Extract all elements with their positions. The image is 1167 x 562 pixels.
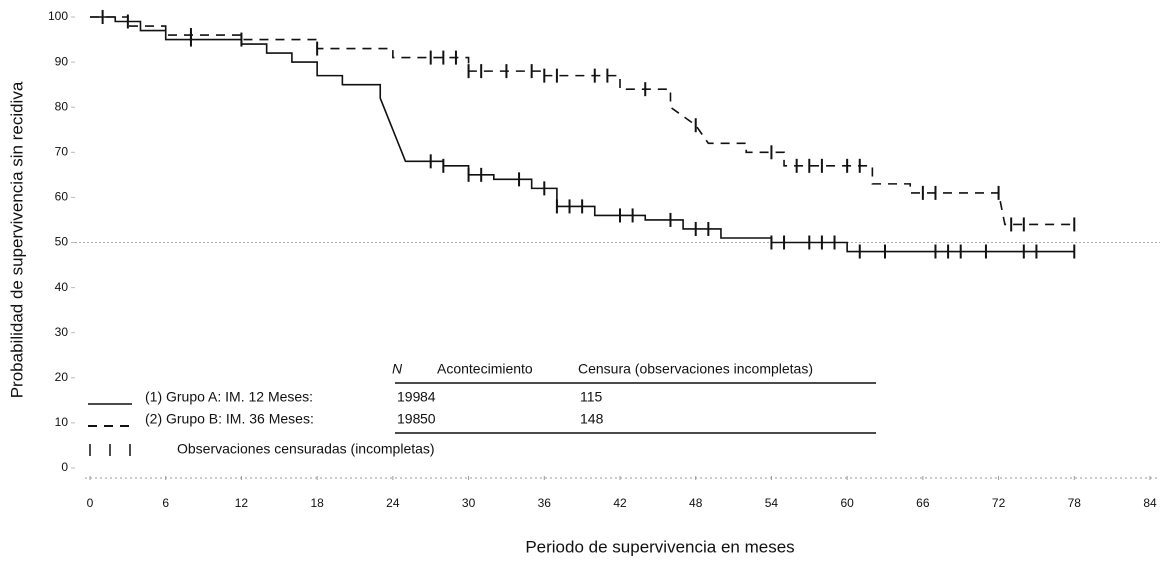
legend-header: Censura (observaciones incompletas) (578, 361, 813, 377)
x-tick-label: 78 (1068, 496, 1082, 510)
y-tick-label: 60 (55, 190, 69, 204)
x-tick-label: 12 (235, 496, 249, 510)
legend-label: Observaciones censuradas (incompletas) (177, 441, 435, 457)
survival-line (90, 16, 1075, 226)
y-tick-label: 70 (55, 144, 69, 158)
x-tick-label: 6 (162, 496, 169, 510)
x-tick-label: 66 (916, 496, 930, 510)
x-tick-label: 54 (765, 496, 779, 510)
x-tick-label: 42 (613, 496, 627, 510)
legend-cell: 198 (397, 411, 421, 427)
legend-label: (2) Grupo B: IM. 36 Meses: (145, 411, 314, 427)
legend-cell: 148 (580, 411, 604, 427)
legend-label: (1) Grupo A: IM. 12 Meses: (145, 389, 313, 405)
legend-censor-swatch (89, 444, 131, 456)
y-tick-label: 10 (55, 415, 69, 429)
y-tick-label: 30 (55, 325, 69, 339)
legend-cell: 84 (420, 389, 436, 405)
y-tick-label: 90 (55, 54, 69, 68)
x-tick-label: 24 (386, 496, 400, 510)
legend-cell: 199 (397, 389, 421, 405)
x-tick-label: 30 (462, 496, 476, 510)
legend-cell: 115 (580, 389, 603, 405)
x-tick-label: 48 (689, 496, 703, 510)
x-tick-label: 84 (1143, 496, 1157, 510)
x-tick-label: 18 (310, 496, 324, 510)
legend-header: N (392, 361, 403, 377)
legend-header: Acontecimiento (437, 361, 533, 377)
x-tick-label: 0 (87, 496, 94, 510)
survival-line (90, 16, 1075, 253)
y-axis-label: Probabilidad de supervivencia sin recidi… (7, 81, 26, 398)
y-tick-label: 50 (55, 235, 69, 249)
x-tick-label: 36 (538, 496, 552, 510)
x-axis-label: Periodo de supervivencia en meses (525, 537, 794, 556)
y-tick-label: 40 (55, 280, 69, 294)
y-tick-label: 80 (55, 99, 69, 113)
legend-cell: 50 (420, 411, 436, 427)
y-tick-label: 100 (48, 9, 68, 23)
x-tick-label: 60 (840, 496, 854, 510)
y-tick-label: 0 (61, 460, 68, 474)
y-tick-label: 20 (55, 370, 69, 384)
x-tick-label: 72 (992, 496, 1006, 510)
